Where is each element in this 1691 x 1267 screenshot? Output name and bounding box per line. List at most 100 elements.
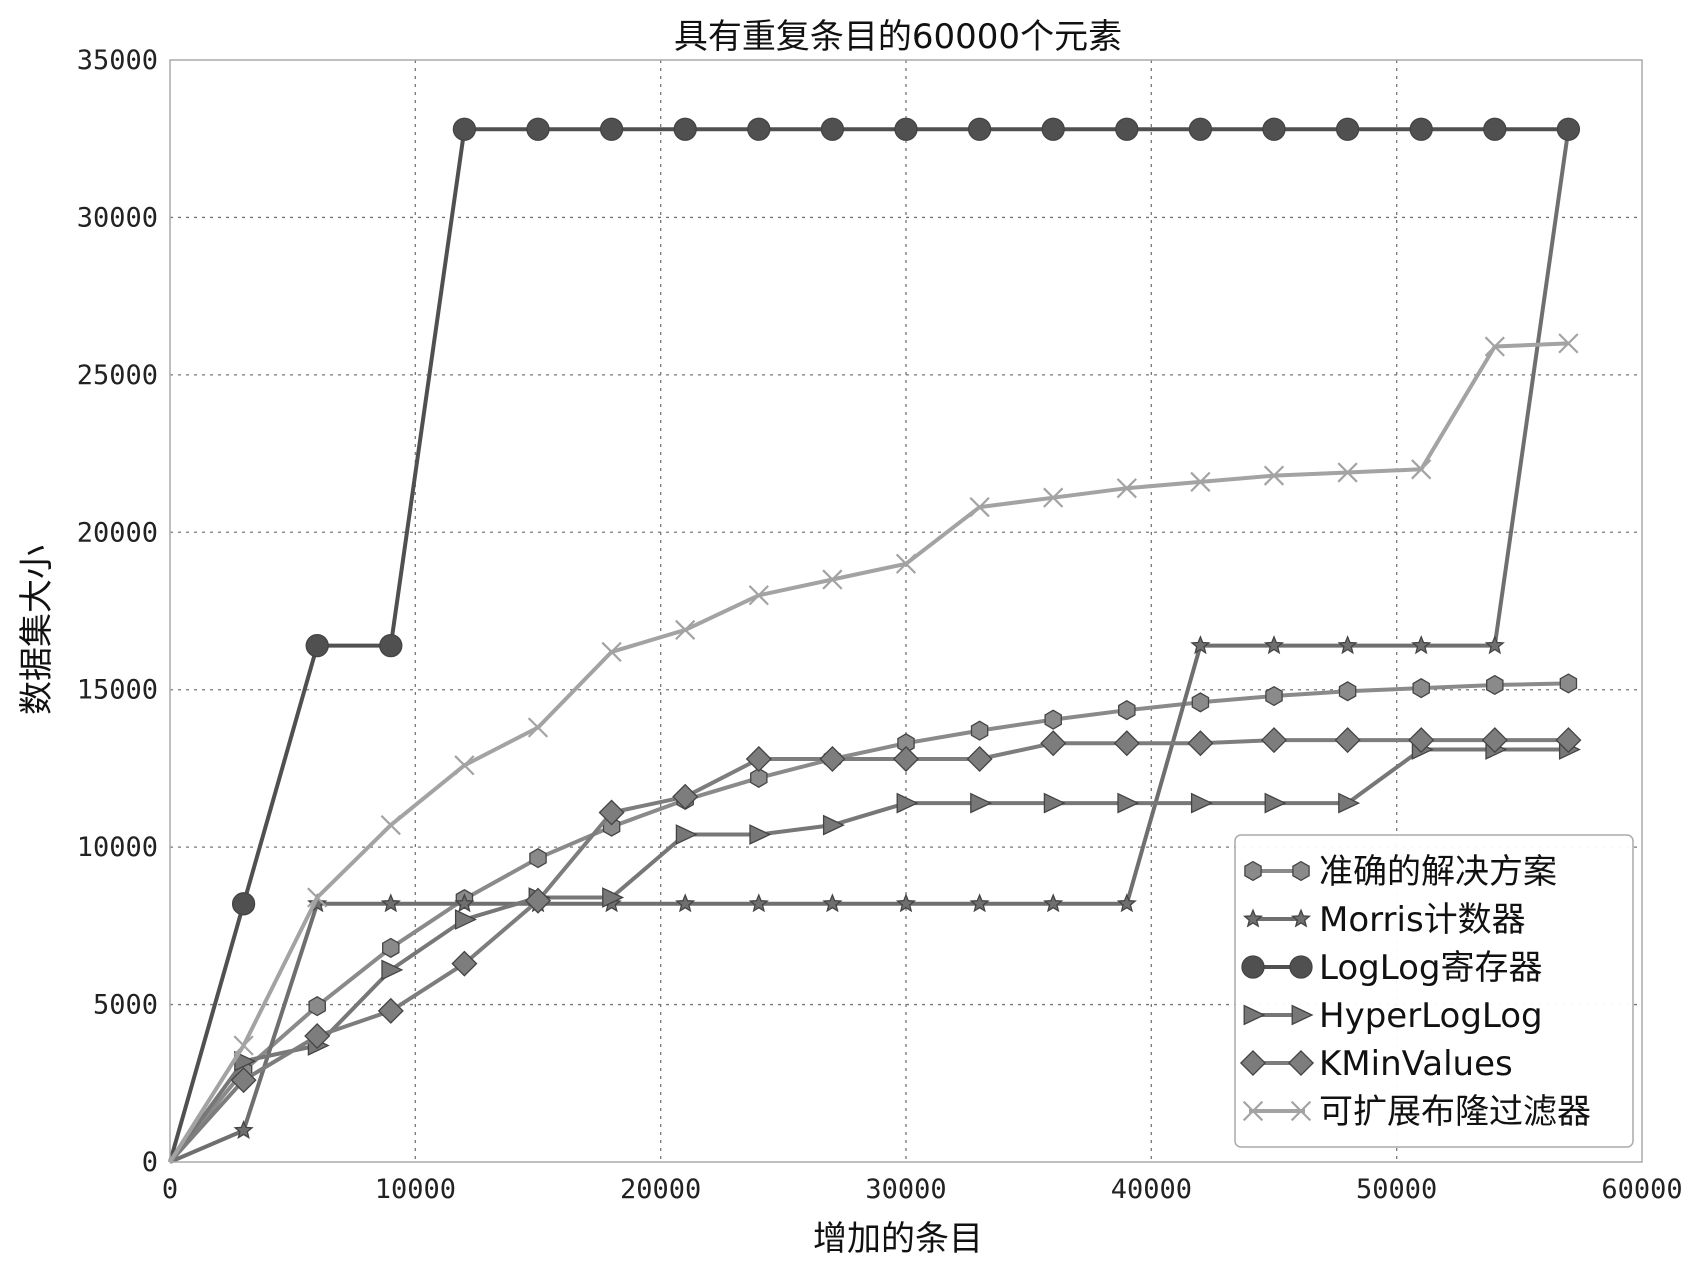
data-point — [967, 117, 992, 141]
legend-marker — [1292, 860, 1310, 882]
legend-entry: Morris计数器 — [1242, 900, 1526, 940]
data-point — [601, 641, 622, 663]
x-tick-label: 20000 — [620, 1174, 701, 1205]
data-point — [307, 893, 328, 913]
data-point — [1043, 792, 1066, 814]
data-point — [380, 893, 401, 913]
y-tick-label: 35000 — [77, 45, 158, 76]
data-point — [1411, 635, 1432, 655]
x-tick-label: 0 — [162, 1174, 178, 1205]
data-point — [1262, 117, 1286, 141]
tick-labels: 0 10000 20000 30000 40000 50000 60000 0 5000 1000… — [77, 45, 1683, 1205]
data-point — [819, 745, 846, 773]
legend-marker — [1290, 1100, 1312, 1122]
data-point — [820, 117, 845, 141]
x-tick-label: 40000 — [1111, 1174, 1192, 1205]
data-point — [304, 1023, 331, 1050]
data-point — [1411, 459, 1432, 480]
data-point — [895, 553, 917, 574]
data-point — [748, 585, 769, 606]
series-line — [168, 127, 1569, 1163]
legend-marker — [1290, 908, 1312, 928]
legend-marker — [1287, 1049, 1315, 1077]
data-point — [1041, 117, 1065, 141]
legend-marker — [1291, 1004, 1314, 1026]
data-point — [1559, 673, 1578, 694]
data-point — [231, 892, 256, 916]
data-point — [748, 893, 769, 913]
data-point — [896, 792, 919, 814]
legend-marker — [1242, 1100, 1264, 1122]
data-point — [305, 633, 329, 658]
legend-marker — [1289, 955, 1313, 979]
legend-marker — [1239, 1049, 1267, 1077]
data-point — [1555, 727, 1582, 754]
legend-entry: HyperLogLog — [1243, 996, 1543, 1036]
x-tick-label: 50000 — [1356, 1174, 1437, 1205]
data-point — [1337, 462, 1358, 483]
series-line — [168, 341, 1569, 1164]
data-point — [1483, 117, 1507, 141]
data-point — [894, 117, 918, 141]
data-point — [1484, 336, 1505, 357]
data-point — [1412, 678, 1430, 699]
data-point — [1558, 333, 1579, 354]
series-3 — [168, 117, 1581, 1163]
data-point — [1338, 681, 1357, 702]
legend-label: LogLog寄存器 — [1319, 948, 1542, 988]
data-point — [747, 117, 771, 141]
data-point — [1118, 700, 1136, 721]
legend-marker — [1241, 955, 1265, 979]
y-tick-label: 5000 — [93, 990, 158, 1021]
data-point — [1263, 465, 1285, 486]
data-point — [454, 909, 477, 930]
data-point — [895, 893, 917, 913]
data-point — [822, 569, 843, 590]
data-point — [524, 887, 552, 914]
x-tick-label: 10000 — [375, 1174, 456, 1205]
data-point — [1263, 635, 1285, 655]
data-point — [675, 893, 696, 913]
data-point — [454, 893, 475, 913]
data-point — [1409, 117, 1433, 141]
plot-frame — [169, 59, 1643, 1163]
data-point — [230, 1067, 257, 1094]
y-tick-label: 25000 — [77, 360, 158, 391]
legend-label: Morris计数器 — [1319, 900, 1526, 940]
data-point — [377, 997, 404, 1024]
data-point — [529, 848, 547, 869]
data-point — [1486, 674, 1504, 696]
legend: 准确的解决方案 Morris计数器 LogLog寄存器 HyperLogLog KMin… — [1234, 834, 1634, 1148]
data-point — [1264, 792, 1287, 814]
x-tick-label: 30000 — [865, 1174, 946, 1205]
x-tick-label: 60000 — [1601, 1174, 1682, 1205]
data-point — [970, 792, 993, 814]
data-point — [1116, 478, 1137, 499]
data-point — [1190, 792, 1213, 814]
legend-marker — [1242, 908, 1264, 928]
legend-label: HyperLogLog — [1319, 996, 1543, 1036]
series-layer — [168, 117, 1582, 1164]
data-point — [970, 720, 989, 741]
data-point — [382, 937, 400, 958]
y-tick-label: 20000 — [77, 517, 158, 548]
data-point — [1191, 692, 1210, 713]
data-point — [1188, 117, 1213, 141]
data-point — [602, 887, 625, 908]
data-point — [379, 633, 403, 658]
data-point — [380, 814, 401, 836]
legend-entry: KMinValues — [1239, 1044, 1513, 1084]
data-point — [1260, 727, 1288, 754]
legend-box — [1234, 834, 1634, 1148]
legend-label: 可扩展布隆过滤器 — [1319, 1092, 1591, 1132]
data-point — [1337, 635, 1358, 655]
data-point — [1116, 893, 1137, 913]
data-point — [672, 783, 699, 810]
series-5 — [168, 727, 1582, 1164]
data-point — [892, 745, 920, 773]
x-axis-label: 增加的条目 — [813, 1219, 983, 1259]
data-point — [599, 117, 624, 141]
data-point — [1338, 792, 1361, 814]
data-point — [1265, 685, 1283, 707]
data-point — [749, 824, 772, 845]
